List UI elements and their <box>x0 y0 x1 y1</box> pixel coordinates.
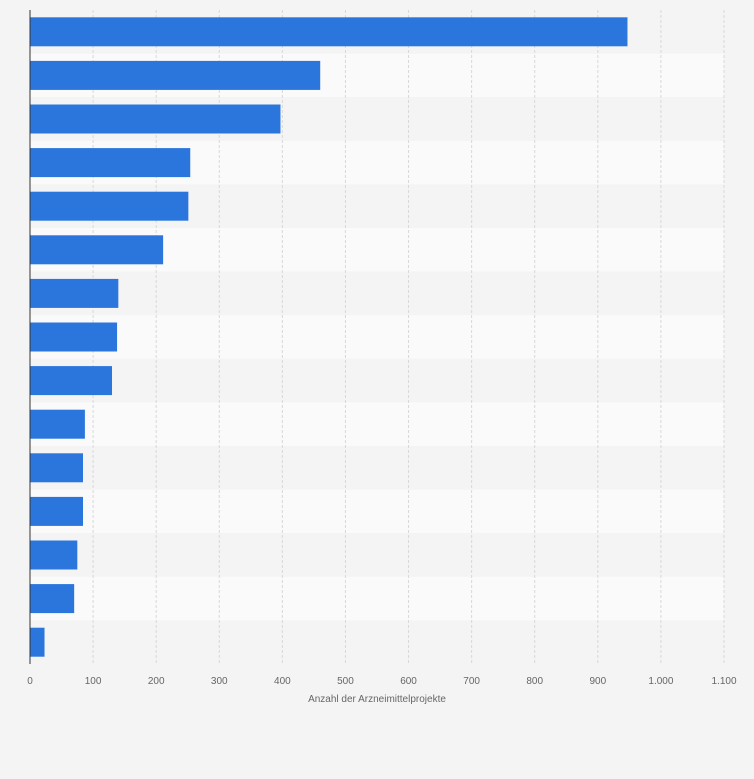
row-band-15 <box>30 620 724 664</box>
x-tick-label-400: 400 <box>274 676 291 687</box>
bar-3 <box>30 104 281 134</box>
row-band-10 <box>30 402 724 446</box>
bar-7 <box>30 278 119 308</box>
bar-9 <box>30 366 113 396</box>
x-axis-title: Anzahl der Arzneimittelprojekte <box>308 694 446 705</box>
x-tick-label-100: 100 <box>85 676 102 687</box>
row-band-12 <box>30 489 724 534</box>
x-tick-label-500: 500 <box>337 676 354 687</box>
bar-15 <box>30 627 45 657</box>
x-tick-label-200: 200 <box>148 676 165 687</box>
bar-5 <box>30 191 189 221</box>
bar-4 <box>30 148 191 178</box>
x-tick-label-800: 800 <box>526 676 543 687</box>
x-tick-label-900: 900 <box>589 676 606 687</box>
bars <box>30 17 628 657</box>
row-band-7 <box>30 271 724 316</box>
x-tick-label-300: 300 <box>211 676 228 687</box>
bar-1 <box>30 17 628 47</box>
row-band-14 <box>30 576 724 621</box>
bar-6 <box>30 235 164 265</box>
bar-2 <box>30 60 321 90</box>
bar-10 <box>30 409 85 439</box>
x-axis-ticks: 0 100 200 300 400 500 600 700 800 900 1.000 1.100 <box>27 676 737 687</box>
x-tick-label-600: 600 <box>400 676 417 687</box>
x-tick-label-700: 700 <box>463 676 480 687</box>
bar-13 <box>30 540 78 570</box>
x-tick-label-1100: 1.100 <box>711 676 736 687</box>
x-tick-label-0: 0 <box>27 676 33 687</box>
bar-14 <box>30 584 75 614</box>
row-band-9 <box>30 358 724 403</box>
bar-12 <box>30 496 83 526</box>
row-band-8 <box>30 315 724 359</box>
x-tick-label-1000: 1.000 <box>648 676 673 687</box>
row-band-11 <box>30 446 724 490</box>
bar-8 <box>30 322 118 352</box>
row-band-13 <box>30 533 724 577</box>
bar-11 <box>30 453 83 483</box>
